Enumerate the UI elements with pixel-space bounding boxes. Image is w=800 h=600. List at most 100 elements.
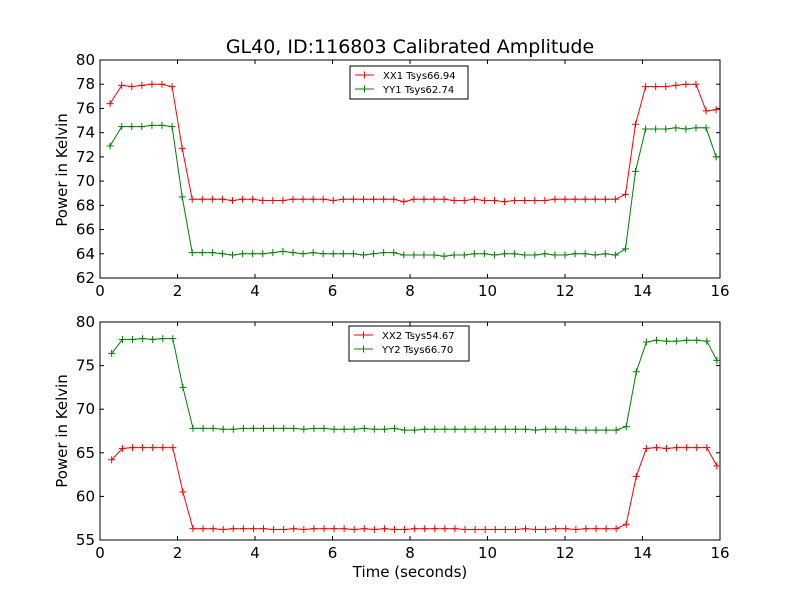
bottom-chart-series-2-point <box>310 424 318 432</box>
top-chart-series-2-point <box>218 250 226 258</box>
bottom-chart-series-1-point <box>501 526 509 534</box>
top-chart-y-tick-label: 76 <box>76 99 95 117</box>
bottom-chart-legend-label: XX2 Tsys54.67 <box>382 331 455 342</box>
top-chart-series-2-point <box>440 252 448 260</box>
top-chart-series-2-point <box>349 250 357 258</box>
top-chart-series-2-point <box>158 121 166 129</box>
top-chart-series-1-point <box>360 195 367 203</box>
bottom-chart-series-2-point <box>229 425 237 433</box>
bottom-chart-series-2-point <box>501 425 509 433</box>
top-chart-series-2-point <box>490 251 498 259</box>
bottom-chart-series-2-point <box>260 424 268 432</box>
top-chart-series-1-point <box>229 196 237 204</box>
bottom-chart-series-2-point <box>179 383 187 391</box>
top-chart-series-2-point <box>188 249 196 257</box>
bottom-chart-series-2-point <box>380 425 388 433</box>
top-chart-series-2-point <box>551 251 559 259</box>
top-chart-series-2-point <box>106 142 114 150</box>
bottom-chart-series-2-point <box>149 335 157 343</box>
top-chart-series-1-point <box>138 81 146 89</box>
top-chart-series-1-point <box>682 80 690 88</box>
top-chart-series-1-point <box>652 83 660 91</box>
top-chart-series-2-point <box>279 247 287 255</box>
top-chart-y-tick-label: 66 <box>76 221 95 239</box>
bottom-chart-series-1-point <box>360 525 368 533</box>
bottom-chart-y-axis-label: Power in Kelvin <box>53 374 71 488</box>
top-chart-series-1-point <box>591 195 599 203</box>
bottom-chart-series-2-point <box>139 335 147 343</box>
top-chart-series-2-point <box>501 250 509 258</box>
top-chart-series-2-point <box>380 249 388 257</box>
top-chart-series-1-point <box>269 196 277 204</box>
top-chart-series-1-point <box>158 80 166 88</box>
top-chart-series-2-point <box>460 251 468 259</box>
bottom-chart-series-1-point <box>330 525 338 533</box>
top-chart-series-2-point <box>289 249 297 257</box>
top-chart-series-1-point <box>662 83 670 91</box>
bottom-chart-series-2-point <box>320 424 328 432</box>
top-chart-x-tick-label: 14 <box>633 282 652 300</box>
bottom-chart-series-1-point <box>642 444 650 452</box>
bottom-chart-series-1-point <box>461 526 469 534</box>
bottom-chart-series-2-point <box>290 424 298 432</box>
top-chart-series-1-point <box>410 195 418 203</box>
bottom-chart-series-1-point <box>521 525 529 533</box>
bottom-chart-series-2-point <box>673 337 681 345</box>
top-chart-series-1-point <box>188 195 196 203</box>
top-chart-series-2-point <box>511 250 519 258</box>
bottom-chart-series-1-point <box>683 444 691 452</box>
bottom-chart-series-1-point <box>592 525 600 533</box>
top-chart-x-tick-label: 16 <box>710 282 729 300</box>
top-chart-legend <box>349 65 469 100</box>
top-chart-legend-label: XX1 Tsys66.94 <box>383 71 456 82</box>
bottom-chart-series-1-point <box>340 525 348 533</box>
bottom-chart-series-1-point <box>481 526 489 534</box>
bottom-chart-series-1-point <box>652 444 660 452</box>
top-chart-series-2-point <box>128 123 136 131</box>
top-chart-series-1-point <box>106 100 114 108</box>
top-chart-series-2-point <box>249 250 257 258</box>
bottom-chart-series-2-point <box>693 336 701 344</box>
bottom-chart-series-1-point <box>673 444 681 452</box>
bottom-chart-y-tick-label: 70 <box>76 400 95 418</box>
bottom-chart-series-2-point <box>270 424 278 432</box>
bottom-chart-series-2-point <box>219 425 227 433</box>
top-chart-x-tick-label: 12 <box>555 282 574 300</box>
top-chart-y-tick-label: 62 <box>76 269 95 287</box>
top-chart-series-2-point <box>309 249 317 257</box>
bottom-chart-series-2-point <box>199 424 207 432</box>
top-chart-series-2-point <box>672 124 680 132</box>
bottom-chart-series-1-point <box>229 525 237 533</box>
bottom-chart-series-1-point <box>411 525 419 533</box>
top-chart-series-1-point <box>380 195 388 203</box>
top-chart-x-tick-label: 4 <box>250 282 260 300</box>
top-chart-series-2-point <box>611 251 619 259</box>
bottom-chart-series-2-point <box>441 425 449 433</box>
bottom-chart-plot-area: 0 2 4 6 8 10 12 14 16 55 60 65 70 75 80 XX2 Tsys54.67 YY… <box>76 313 730 562</box>
top-chart-series-1-point <box>218 195 226 203</box>
bottom-chart-series-2-point <box>521 425 529 433</box>
top-chart-series-1-point <box>632 120 640 128</box>
top-chart-series-1-point <box>712 106 720 114</box>
bottom-chart-series-2-point <box>239 424 247 432</box>
top-chart-series-2-point <box>712 153 720 161</box>
top-chart-x-tick-label: 0 <box>95 282 105 300</box>
top-chart-series-1-point <box>702 107 710 115</box>
top-chart-series-1-point <box>450 196 458 204</box>
bottom-chart-series-2-point <box>401 426 409 434</box>
top-chart-series-1-point <box>511 196 519 204</box>
top-chart-series-2-point <box>682 125 690 133</box>
bottom-chart-y-tick-label: 75 <box>76 357 95 375</box>
bottom-chart-series-2-point <box>451 425 459 433</box>
top-chart-series-2-point <box>702 124 710 132</box>
bottom-chart-series-1-point <box>310 525 318 533</box>
bottom-chart-series-1-point <box>350 526 358 534</box>
top-chart-x-tick-label: 8 <box>405 282 415 300</box>
top-chart-series-2-point <box>531 251 539 259</box>
top-chart-series-2-point <box>259 250 267 258</box>
top-chart-series-1-point <box>501 198 509 206</box>
top-chart-series-2-point <box>198 249 206 257</box>
bottom-chart-series-2-point <box>249 424 257 432</box>
top-chart-series-1-point <box>521 196 529 204</box>
top-chart-series-2-point <box>208 249 216 257</box>
